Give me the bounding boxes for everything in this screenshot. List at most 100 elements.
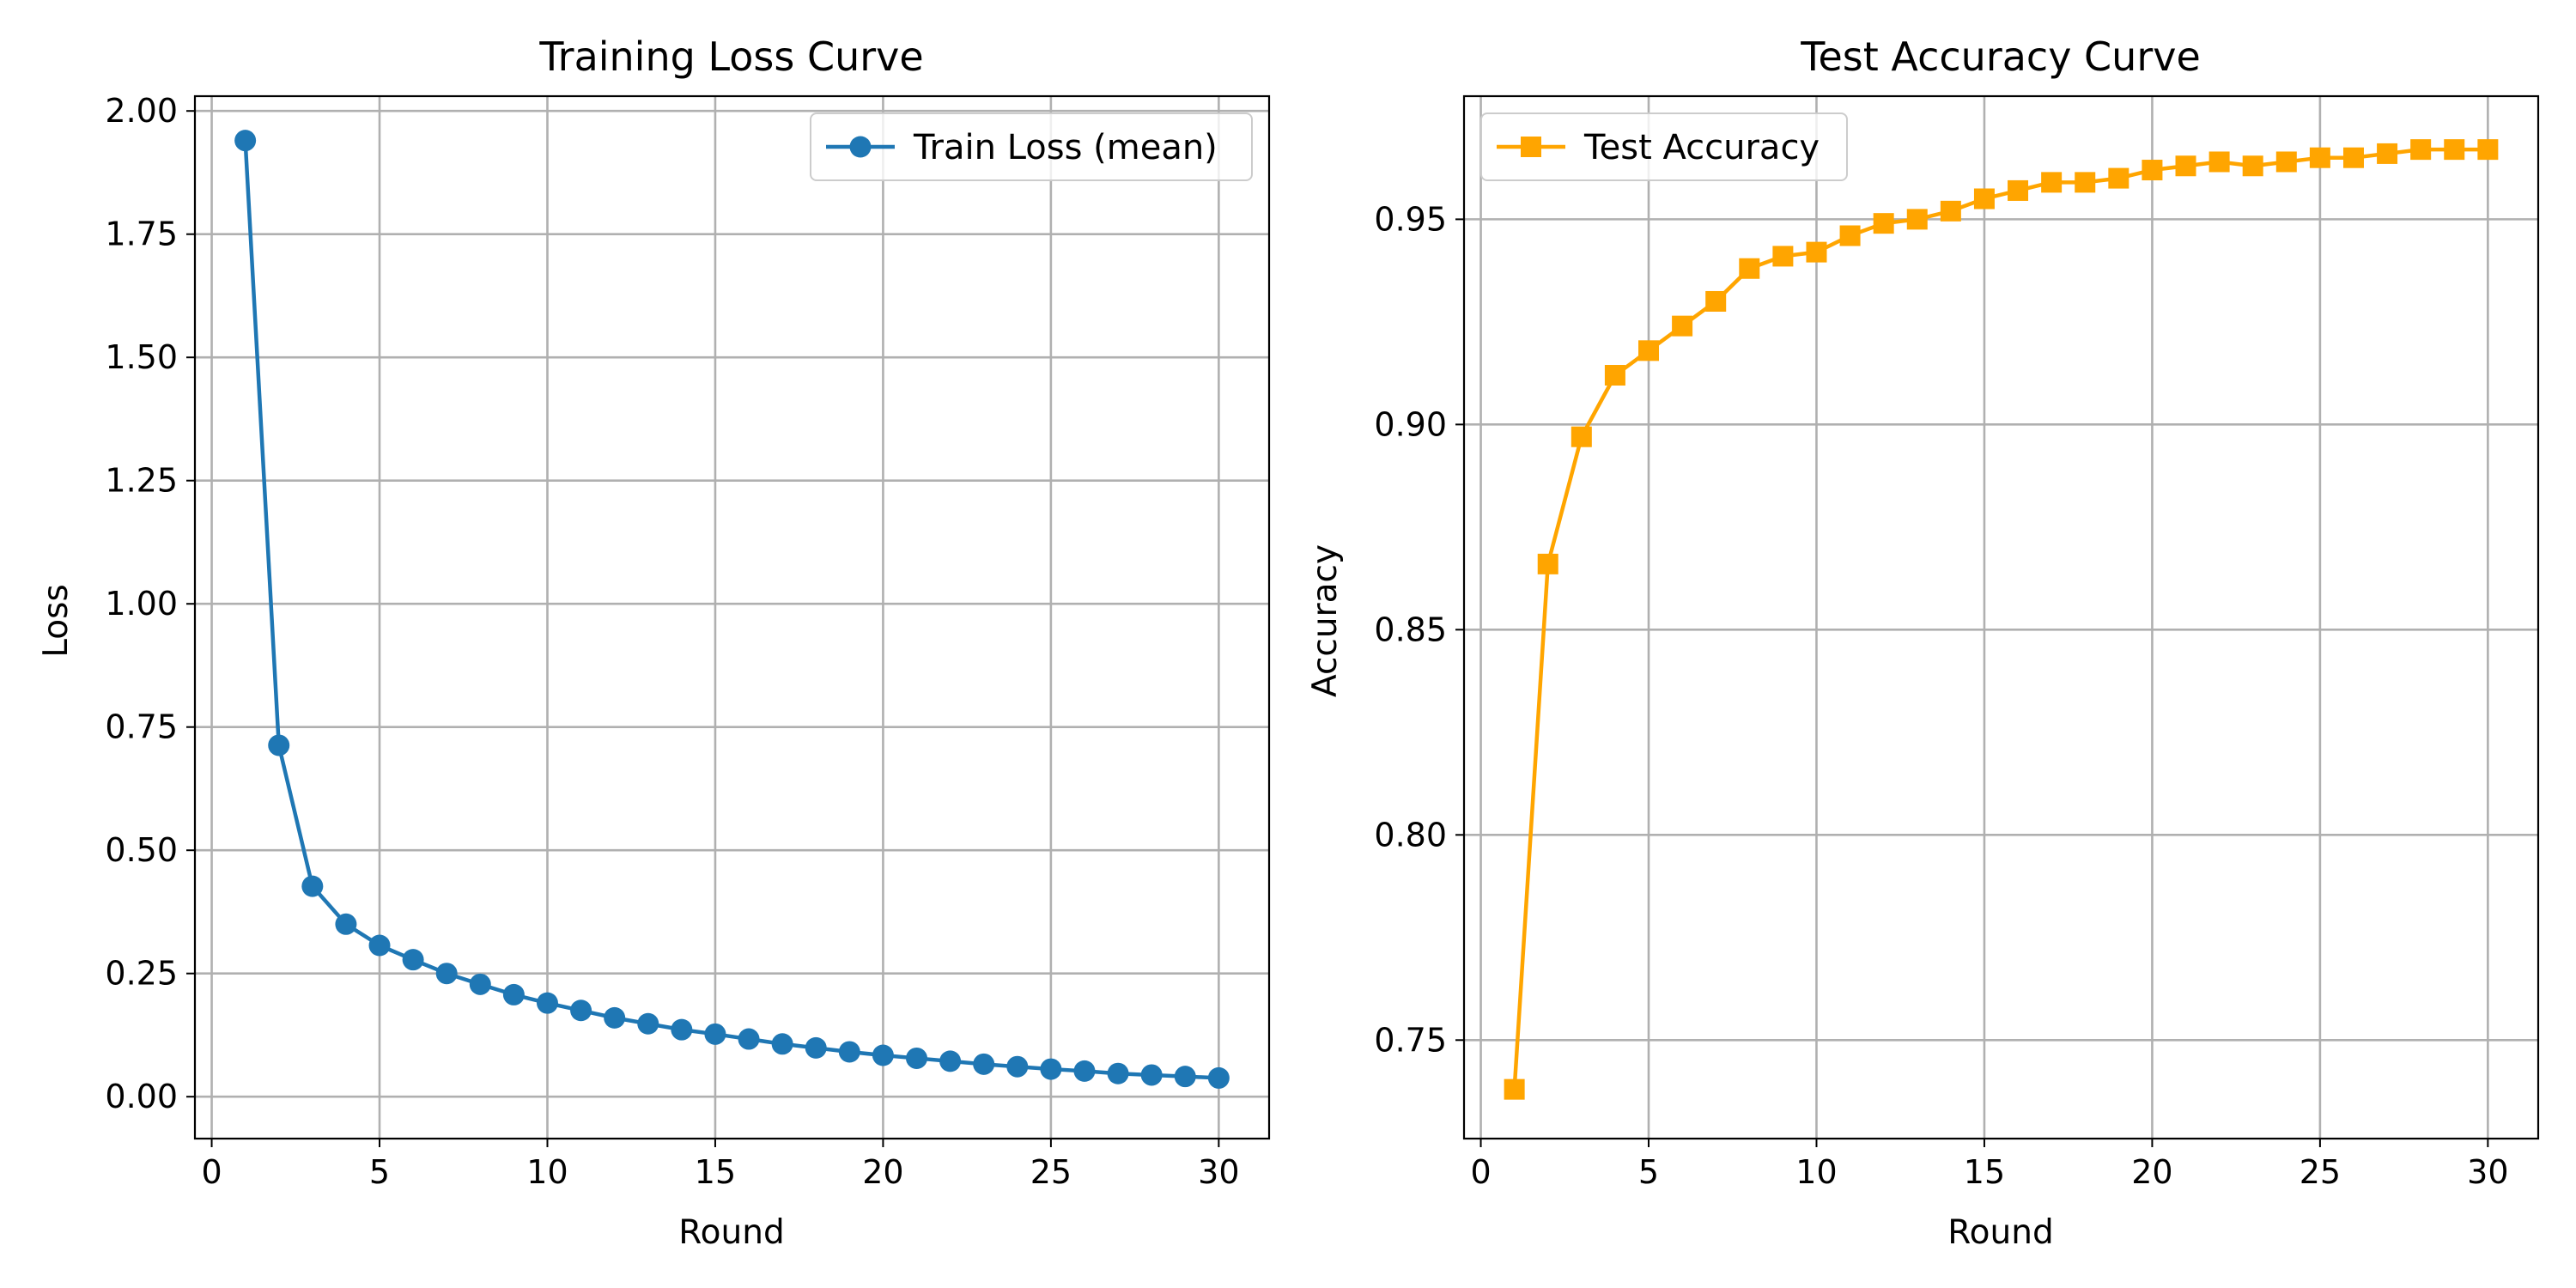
y-tick-label: 0.95 [1374,200,1447,238]
data-point-marker [771,1033,793,1055]
legend-box [1480,112,1848,181]
x-tick-label: 0 [1470,1153,1491,1191]
data-point-marker [1073,1060,1096,1082]
x-tick-label: 25 [1030,1153,1072,1191]
data-point-marker [469,973,491,995]
legend-box [810,112,1253,181]
x-tick-label: 5 [1638,1153,1659,1191]
data-point-marker [1571,426,1592,447]
y-tick-label: 2.00 [105,92,178,130]
y-tick-label: 0.25 [105,955,178,993]
data-point-marker [805,1036,827,1059]
data-point-marker [2275,151,2297,173]
x-axis-label: Round [1947,1213,2053,1252]
chart-title: Training Loss Curve [538,33,923,80]
data-point-marker [906,1047,928,1069]
data-point-marker [2008,179,2029,201]
data-point-marker [301,875,324,897]
series-line [1512,147,2488,1090]
data-point-marker [1006,1055,1029,1078]
data-point-marker [1207,1066,1230,1089]
data-point-marker [1973,188,1995,210]
data-point-marker [2175,155,2196,177]
data-point-marker [536,992,558,1014]
y-tick-label: 0.80 [1374,816,1447,854]
data-point-marker [1107,1062,1129,1084]
data-point-marker [2075,172,2096,193]
data-point-marker [502,983,525,1005]
data-point-marker [1873,213,1894,234]
y-tick-label: 0.50 [105,831,178,869]
series-line [243,140,1219,1080]
x-tick-label: 10 [1795,1153,1837,1191]
data-point-marker [234,130,257,152]
data-point-marker [637,1012,659,1035]
legend-marker [1521,137,1541,157]
data-point-marker [1604,365,1625,386]
data-point-marker [1504,1078,1525,1100]
data-point-marker [1638,340,1660,361]
x-axis-label: Round [678,1213,784,1252]
y-axis-label: Accuracy [1306,544,1345,697]
grid [1464,96,2538,1139]
data-point-marker [1140,1064,1163,1086]
data-point-marker [2041,172,2063,193]
legend-label: Train Loss (mean) [913,128,1218,167]
training-loss-chart: Training Loss Curve Round Loss 0 5 10 15 20 2… [37,33,1271,1252]
data-point-marker [402,949,424,971]
data-point-marker [2477,139,2499,161]
y-tick-label: 1.25 [105,462,178,500]
x-tick-label: 10 [526,1153,568,1191]
data-point-marker [1772,246,1794,267]
data-point-marker [604,1006,626,1029]
chart-title: Test Accuracy Curve [1800,33,2201,80]
grid [195,96,1269,1139]
legend-marker [849,136,872,158]
data-point-marker [570,999,592,1022]
data-point-marker [939,1050,962,1072]
data-point-marker [2108,167,2129,189]
x-tick-label: 20 [862,1153,903,1191]
data-point-marker [2242,155,2263,177]
x-tick-label: 20 [2131,1153,2172,1191]
data-point-marker [1839,225,1861,246]
legend: Test Accuracy [1480,112,1848,181]
y-tick-label: 1.00 [105,585,178,623]
data-point-marker [1174,1066,1196,1088]
data-point-marker [1672,315,1693,337]
data-point-marker [268,734,290,756]
data-point-marker [368,934,391,957]
legend: Train Loss (mean) [810,112,1253,181]
data-point-marker [1705,290,1727,312]
data-point-marker [1906,209,1928,230]
y-tick-label: 1.50 [105,338,178,376]
data-point-marker [671,1018,693,1041]
data-point-marker [1040,1058,1062,1080]
data-point-marker [2309,147,2330,168]
x-tick-label: 5 [369,1153,390,1191]
data-point-marker [1806,241,1827,263]
data-point-marker [2444,139,2465,161]
data-point-marker [2142,160,2163,181]
data-point-marker [335,913,357,935]
x-tick-label: 30 [1198,1153,1239,1191]
y-axis-label: Loss [37,584,76,658]
data-point-marker [2377,143,2398,164]
data-point-marker [838,1041,860,1063]
plot-frame [193,94,1271,1140]
legend-label: Test Accuracy [1583,128,1820,167]
data-point-marker [2342,147,2364,168]
x-tick-label: 15 [695,1153,736,1191]
plot-frame [1462,94,2540,1140]
x-tick-label: 15 [1964,1153,2005,1191]
x-tick-label: 25 [2300,1153,2341,1191]
test-accuracy-chart: Test Accuracy Curve Round Accuracy 0 5 10 1… [1306,33,2540,1252]
y-tick-label: 0.85 [1374,611,1447,648]
x-tick-label: 0 [201,1153,222,1191]
data-point-marker [2410,139,2432,161]
y-tick-label: 0.75 [1374,1021,1447,1059]
y-tick-label: 0.90 [1374,405,1447,443]
data-point-marker [435,963,458,985]
y-tick-label: 1.75 [105,216,178,253]
data-point-marker [872,1044,894,1066]
